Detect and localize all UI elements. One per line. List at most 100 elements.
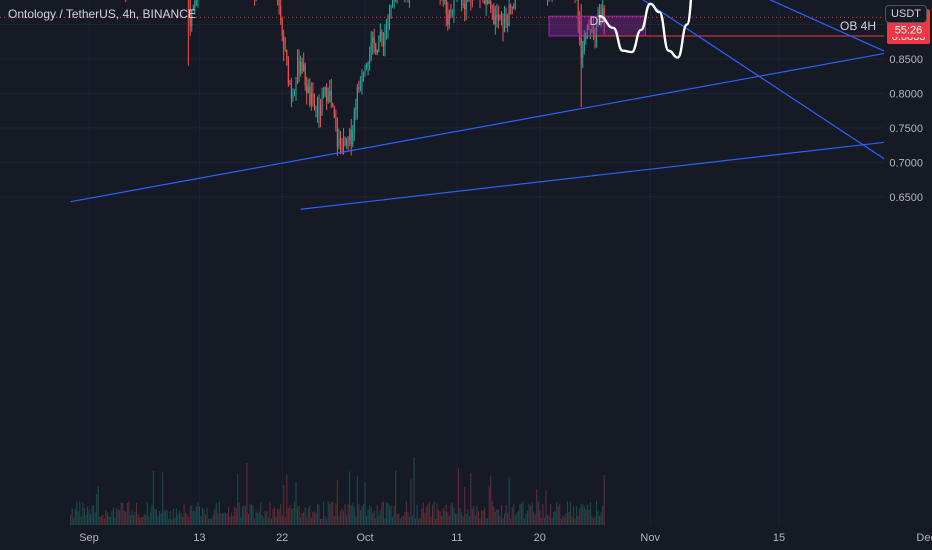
volume-bar	[162, 472, 164, 525]
candle-body	[603, 8, 605, 23]
volume-bar	[155, 509, 158, 525]
candle-body	[591, 29, 593, 33]
volume-bar	[425, 506, 427, 525]
volume-bar	[442, 507, 444, 525]
candle-body	[367, 63, 369, 65]
volume-bar	[238, 502, 240, 525]
candle-body	[384, 32, 386, 47]
volume-bar	[218, 501, 220, 525]
volume-bar	[589, 501, 591, 525]
volume-bar	[395, 470, 397, 525]
volume-bar	[528, 503, 530, 525]
candle-body	[323, 94, 325, 97]
volume-bar	[298, 505, 300, 525]
volume-bar	[551, 518, 553, 525]
candle-body	[301, 62, 303, 72]
price-tick-label: 0.8000	[889, 88, 923, 100]
volume-bar	[382, 501, 384, 525]
time-tick-label: 13	[193, 532, 205, 544]
volume-bar	[341, 508, 343, 525]
candle-body	[295, 82, 297, 92]
volume-bar	[175, 508, 177, 525]
volume-bar	[384, 518, 386, 525]
candle-body	[304, 64, 306, 85]
candle-body	[321, 96, 323, 116]
candle-body	[310, 93, 312, 106]
candle-body	[194, 0, 196, 9]
candle-body	[324, 87, 326, 95]
volume-bar	[260, 501, 262, 525]
volume-bar	[450, 504, 452, 525]
volume-bar	[563, 516, 565, 525]
volume-bar	[474, 515, 476, 525]
price-tick-label: 0.7500	[889, 123, 923, 135]
volume-bar	[503, 513, 506, 525]
volume-bar	[459, 508, 461, 525]
volume-bar	[204, 514, 207, 525]
volume-bar	[497, 509, 499, 525]
volume-bar	[318, 504, 320, 525]
volume-bar	[467, 509, 469, 525]
volume-bar	[304, 507, 306, 525]
candle-body	[451, 10, 453, 12]
volume-bar	[149, 512, 151, 525]
volume-bar	[292, 507, 294, 525]
candle-body	[300, 62, 302, 74]
volume-bar	[388, 505, 391, 525]
candle-body	[370, 42, 372, 59]
volume-bar	[200, 515, 202, 525]
candle-body	[490, 0, 492, 7]
volume-bar	[537, 501, 539, 525]
volume-bar	[585, 509, 587, 525]
volume-bar	[511, 506, 513, 525]
candle-body	[453, 0, 455, 11]
candle-body	[496, 15, 498, 17]
volume-bar	[595, 501, 598, 525]
volume-bar	[586, 504, 588, 525]
volume-bar	[209, 518, 211, 525]
volume-bar	[433, 501, 435, 525]
candle-body	[283, 35, 285, 50]
candle-body	[359, 87, 361, 89]
volume-bar	[289, 505, 291, 525]
volume-bar	[108, 516, 110, 525]
volume-bar	[151, 504, 153, 525]
volume-bar	[519, 503, 521, 525]
volume-bar	[600, 512, 602, 525]
volume-bar	[576, 506, 578, 525]
candle-body	[393, 0, 395, 1]
candle-body	[350, 129, 352, 145]
volume-bar	[539, 509, 541, 525]
volume-bar	[399, 518, 401, 525]
candle-body	[280, 5, 282, 20]
candle-body	[355, 108, 357, 111]
candle-body	[487, 0, 489, 4]
time-tick-label: Nov	[640, 532, 660, 544]
candle-body	[361, 79, 363, 88]
volume-bar	[560, 518, 562, 525]
volume-bar	[80, 516, 82, 525]
volume-bar	[266, 511, 268, 525]
volume-bar	[398, 513, 400, 525]
volume-bar	[220, 513, 222, 525]
volume-bar	[145, 514, 147, 525]
volume-bar	[522, 501, 524, 525]
currency-button[interactable]: USDT	[885, 5, 927, 23]
volume-bar	[510, 518, 512, 525]
candlestick-series	[125, 0, 605, 156]
candle-body	[505, 15, 507, 24]
candle-body	[392, 0, 394, 6]
volume-bar	[597, 511, 599, 525]
candle-body	[195, 0, 197, 1]
volume-bar	[212, 514, 214, 525]
volume-bar	[215, 503, 217, 525]
candle-body	[365, 64, 368, 69]
candle-body	[293, 91, 296, 93]
volume-bar	[237, 473, 239, 525]
volume-bar	[97, 485, 99, 525]
candle-body	[579, 20, 581, 40]
volume-bar	[602, 506, 604, 525]
volume-bar	[413, 457, 415, 525]
candle-body	[491, 6, 493, 9]
